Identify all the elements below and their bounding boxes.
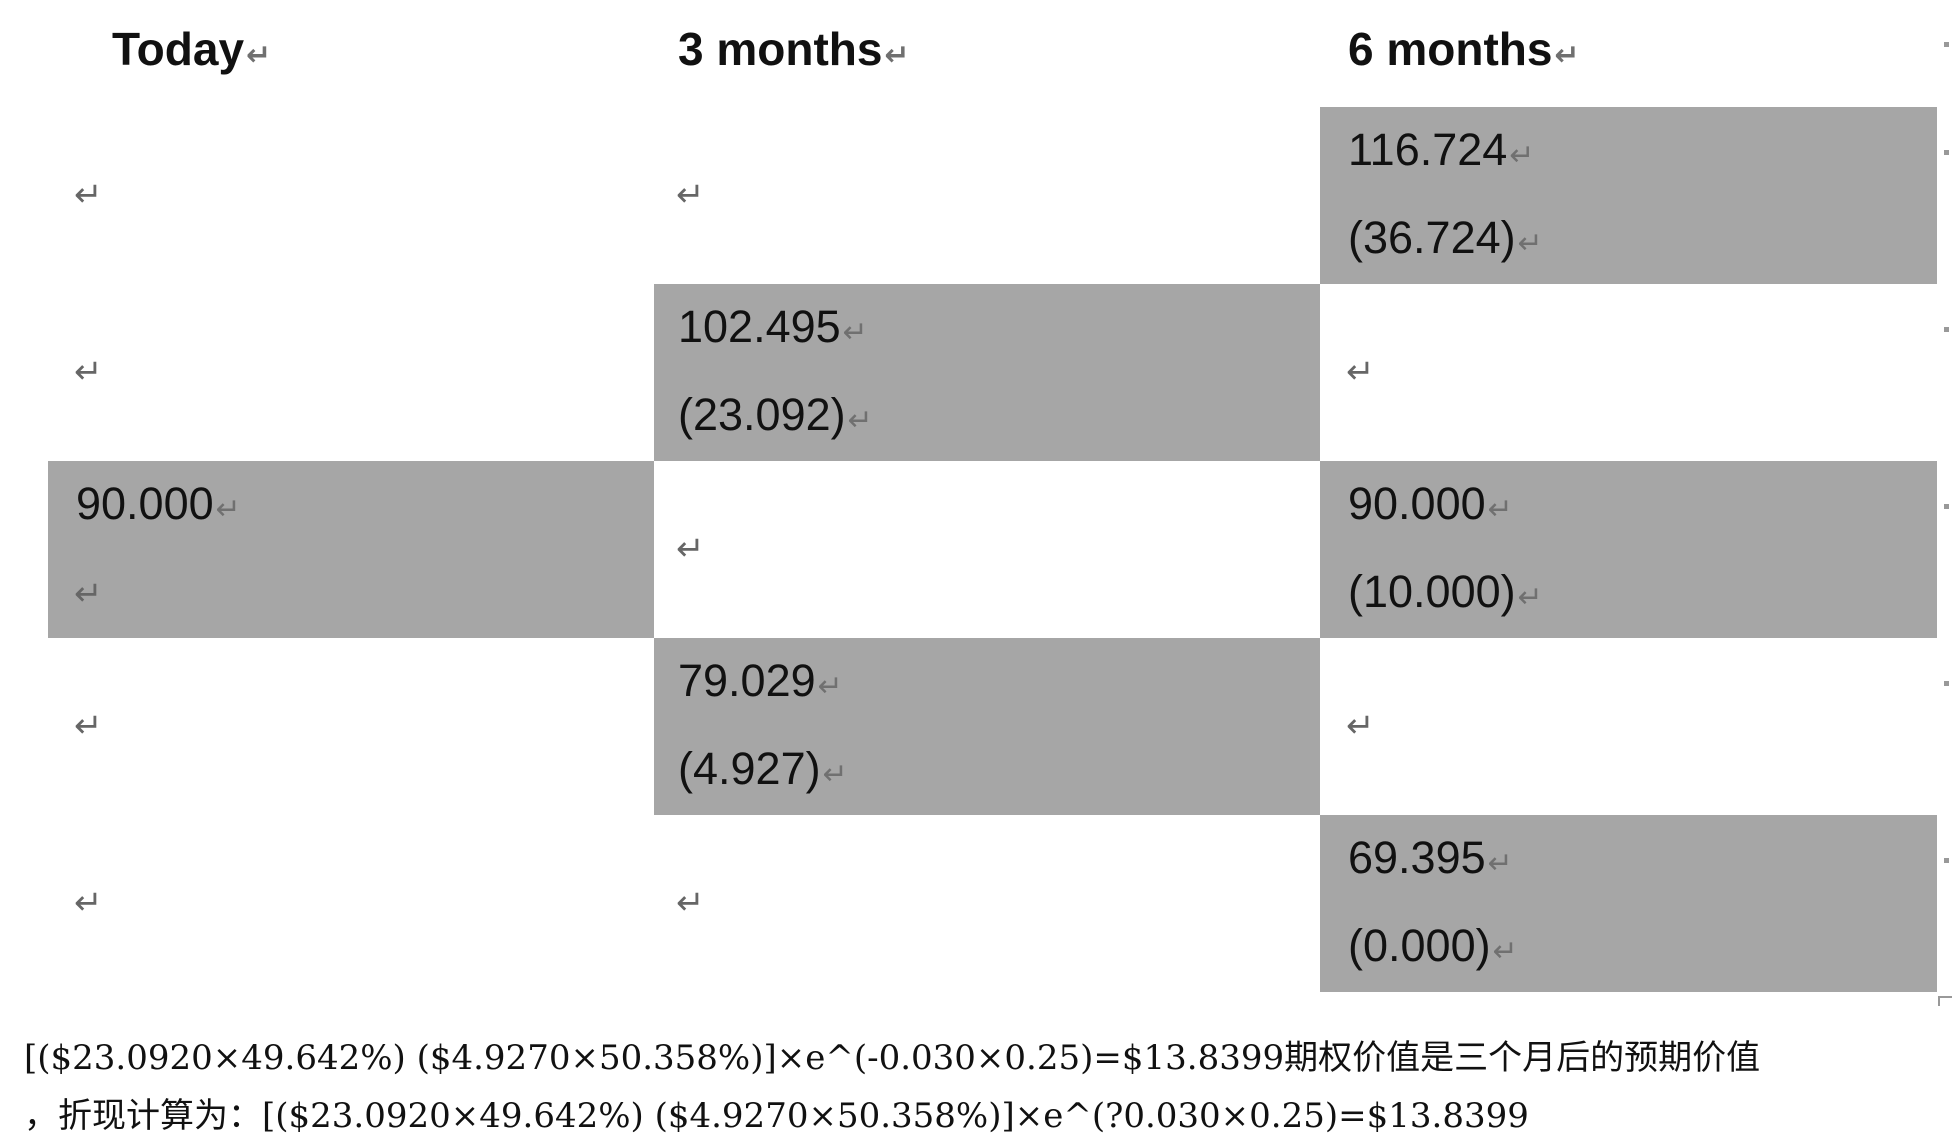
node-6m-dd-price: 69.395↵ — [1348, 832, 1513, 884]
node-today-empty-line: ↵ — [74, 575, 103, 613]
node-cell-6m-uu — [1320, 107, 1937, 284]
price-text: 116.724 — [1348, 124, 1508, 175]
return-mark: ↵ — [1517, 581, 1543, 614]
node-cell-3m-down — [654, 638, 1320, 815]
return-mark: ↵ — [817, 670, 843, 703]
empty-cell-mark: ↵ — [676, 530, 705, 568]
header-6-months: 6 months↵ — [1348, 22, 1580, 76]
node-6m-dd-value: (0.000)↵ — [1348, 920, 1518, 972]
row-end-marker — [1944, 42, 1949, 47]
return-mark: ↵ — [884, 39, 910, 72]
empty-cell-mark: ↵ — [74, 176, 103, 214]
header-3-months: 3 months↵ — [678, 22, 910, 76]
formula-line-2: ，折现计算为：[($23.0920×49.642%) ($4.9270×50.3… — [24, 1096, 1529, 1136]
return-mark: ↵ — [1487, 847, 1513, 880]
price-text: 90.000 — [1348, 478, 1486, 529]
return-mark: ↵ — [847, 404, 873, 437]
node-cell-today — [48, 461, 654, 638]
empty-cell-mark: ↵ — [676, 176, 705, 214]
node-6m-ud-value: (10.000)↵ — [1348, 566, 1543, 618]
return-mark: ↵ — [1487, 493, 1513, 526]
return-mark: ↵ — [1554, 39, 1580, 72]
node-today-price: 90.000↵ — [76, 478, 241, 530]
value-text: (4.927) — [678, 743, 821, 794]
row-end-marker — [1944, 150, 1949, 155]
header-3-months-label: 3 months — [678, 23, 883, 75]
value-text: (36.724) — [1348, 212, 1516, 263]
return-mark: ↵ — [842, 316, 868, 349]
node-cell-3m-up — [654, 284, 1320, 461]
return-mark: ↵ — [822, 758, 848, 791]
node-6m-uu-value: (36.724)↵ — [1348, 212, 1543, 264]
node-cell-6m-ud — [1320, 461, 1937, 638]
row-end-marker — [1944, 504, 1949, 509]
node-6m-ud-price: 90.000↵ — [1348, 478, 1513, 530]
header-today: Today↵ — [112, 22, 271, 76]
value-text: (23.092) — [678, 389, 846, 440]
header-today-label: Today — [112, 23, 245, 75]
node-3m-down-value: (4.927)↵ — [678, 743, 848, 795]
node-cell-6m-dd — [1320, 815, 1937, 992]
empty-cell-mark: ↵ — [1346, 353, 1375, 391]
node-3m-up-price: 102.495↵ — [678, 301, 868, 353]
price-text: 79.029 — [678, 655, 816, 706]
price-text: 69.395 — [1348, 832, 1486, 883]
price-text: 102.495 — [678, 301, 841, 352]
return-mark: ↵ — [1509, 139, 1535, 172]
node-3m-up-value: (23.092)↵ — [678, 389, 873, 441]
return-mark: ↵ — [246, 39, 272, 72]
value-text: (10.000) — [1348, 566, 1516, 617]
table-end-marker — [1938, 996, 1952, 1006]
value-text: (0.000) — [1348, 920, 1491, 971]
empty-cell-mark: ↵ — [74, 353, 103, 391]
row-end-marker — [1944, 858, 1949, 863]
return-mark: ↵ — [215, 493, 241, 526]
empty-cell-mark: ↵ — [74, 707, 103, 745]
empty-cell-mark: ↵ — [676, 884, 705, 922]
price-text: 90.000 — [76, 478, 214, 529]
return-mark: ↵ — [1517, 227, 1543, 260]
header-6-months-label: 6 months — [1348, 23, 1553, 75]
node-6m-uu-price: 116.724↵ — [1348, 124, 1534, 176]
return-mark: ↵ — [1492, 935, 1518, 968]
empty-cell-mark: ↵ — [1346, 707, 1375, 745]
row-end-marker — [1944, 327, 1949, 332]
empty-cell-mark: ↵ — [74, 884, 103, 922]
row-end-marker — [1944, 681, 1949, 686]
node-3m-down-price: 79.029↵ — [678, 655, 843, 707]
formula-line-1: [($23.0920×49.642%) ($4.9270×50.358%)]×e… — [24, 1038, 1761, 1078]
